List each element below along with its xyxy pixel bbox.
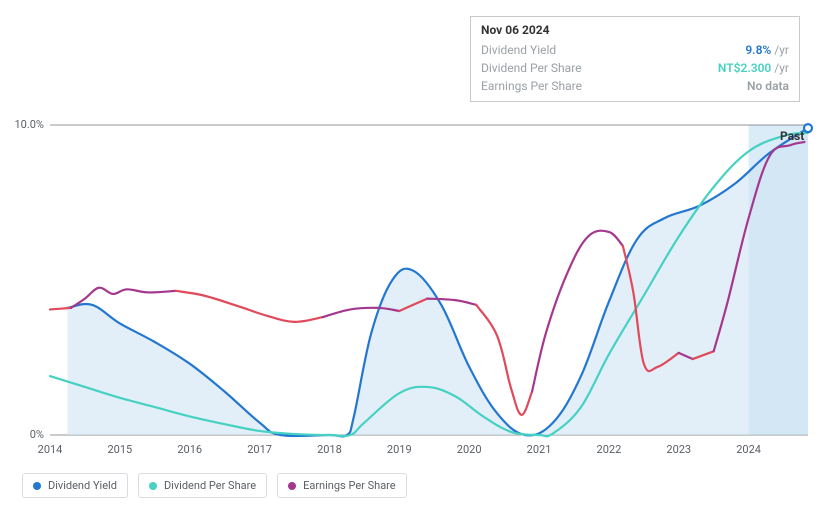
legend-item[interactable]: Dividend Per Share <box>138 473 267 498</box>
tooltip-row-label: Earnings Per Share <box>481 77 582 95</box>
legend-label: Dividend Yield <box>48 479 117 492</box>
legend-item[interactable]: Dividend Yield <box>22 473 128 498</box>
legend-item[interactable]: Earnings Per Share <box>277 473 407 498</box>
x-axis-tick: 2020 <box>457 443 482 456</box>
x-axis-tick: 2015 <box>107 443 132 456</box>
tooltip-row-label: Dividend Yield <box>481 41 556 59</box>
x-axis-tick: 2019 <box>387 443 412 456</box>
x-axis-tick: 2021 <box>527 443 552 456</box>
chart-svg <box>0 115 821 465</box>
x-axis-tick: 2022 <box>597 443 622 456</box>
tooltip-row-value: 9.8%/yr <box>745 41 789 59</box>
tooltip-row: Dividend Per Share NT$2.300/yr <box>481 59 789 77</box>
legend-label: Dividend Per Share <box>164 479 256 492</box>
past-label: Past <box>780 129 804 143</box>
legend-dot-icon <box>288 482 296 490</box>
tooltip-row: Earnings Per Share No data <box>481 77 789 95</box>
legend-dot-icon <box>149 482 157 490</box>
legend-label: Earnings Per Share <box>303 479 396 492</box>
x-axis-tick: 2018 <box>317 443 342 456</box>
tooltip-date: Nov 06 2024 <box>481 23 789 37</box>
x-axis-tick: 2024 <box>736 443 761 456</box>
y-axis-tick: 0% <box>2 428 44 441</box>
tooltip-row-value: NT$2.300/yr <box>718 59 789 77</box>
chart-tooltip: Nov 06 2024 Dividend Yield9.8%/yrDividen… <box>470 16 800 102</box>
x-axis-tick: 2014 <box>38 443 63 456</box>
tooltip-row-label: Dividend Per Share <box>481 59 582 77</box>
x-axis-tick: 2023 <box>666 443 691 456</box>
tooltip-row-value: No data <box>747 77 789 95</box>
y-axis-tick: 10.0% <box>2 118 44 131</box>
chart-legend: Dividend Yield Dividend Per Share Earnings… <box>22 473 407 498</box>
tooltip-row: Dividend Yield 9.8%/yr <box>481 41 789 59</box>
x-axis-tick: 2016 <box>177 443 202 456</box>
x-axis-tick: 2017 <box>247 443 272 456</box>
dividend-chart: 0% 10.0% 2014 2015 2016 2017 2018 2019 2020 2021… <box>0 115 821 465</box>
legend-dot-icon <box>33 482 41 490</box>
